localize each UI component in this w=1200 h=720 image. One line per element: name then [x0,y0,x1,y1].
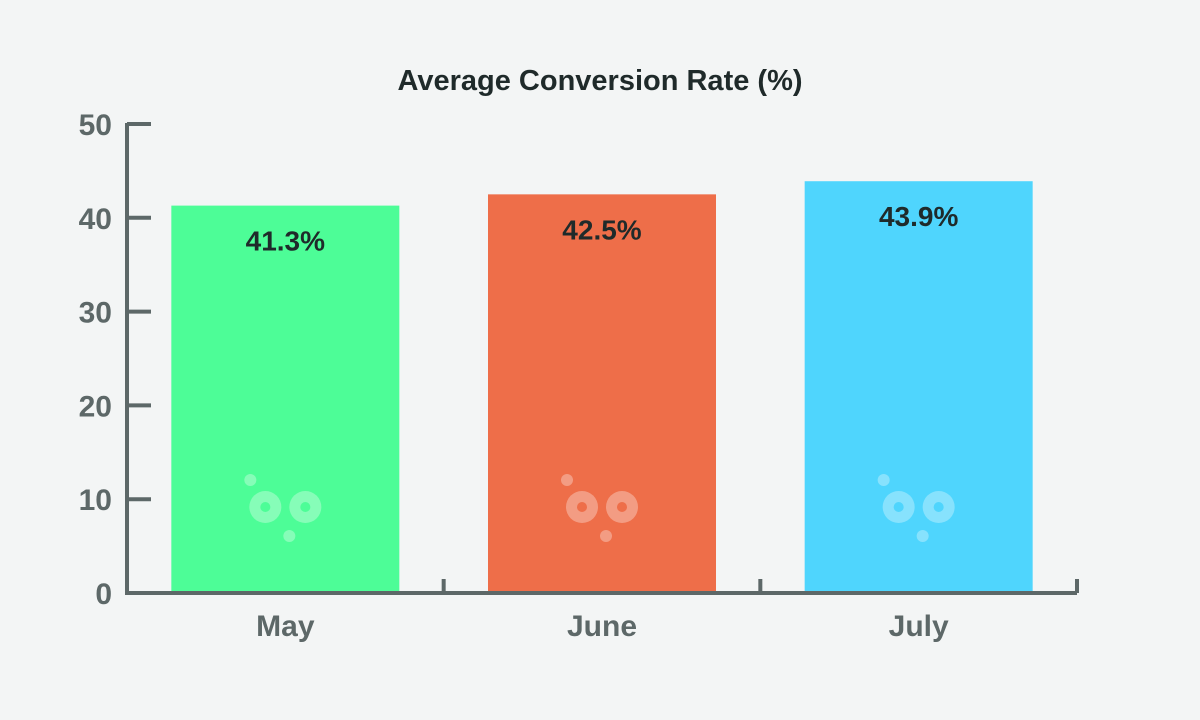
y-tick-label-40: 40 [79,203,112,236]
category-label-july: July [889,610,949,643]
y-tick-label-20: 20 [79,390,112,423]
data-label-june: 42.5% [562,214,641,245]
watermark-logo-icon [244,474,322,542]
bar-june [488,194,716,593]
bar-july [804,181,1033,593]
y-tick-labels: 0 10 20 30 40 50 [79,109,112,611]
data-label-july: 43.9% [879,201,958,232]
axes [125,122,1079,595]
bars-layer: 41.3% 42.5% 43.9% [171,181,1033,593]
x-category-labels: May June July [256,610,949,643]
y-tick-label-10: 10 [79,484,112,517]
watermark-logo-icon [877,474,955,542]
y-tick-label-50: 50 [79,109,112,142]
bar-may [171,205,400,593]
y-tick-label-0: 0 [95,578,112,611]
category-label-may: May [256,610,315,643]
watermark-logo-icon [561,474,638,542]
y-tick-label-30: 30 [79,297,112,330]
category-label-june: June [567,610,637,643]
data-label-may: 41.3% [246,226,325,257]
chart-title: Average Conversion Rate (%) [397,65,802,97]
